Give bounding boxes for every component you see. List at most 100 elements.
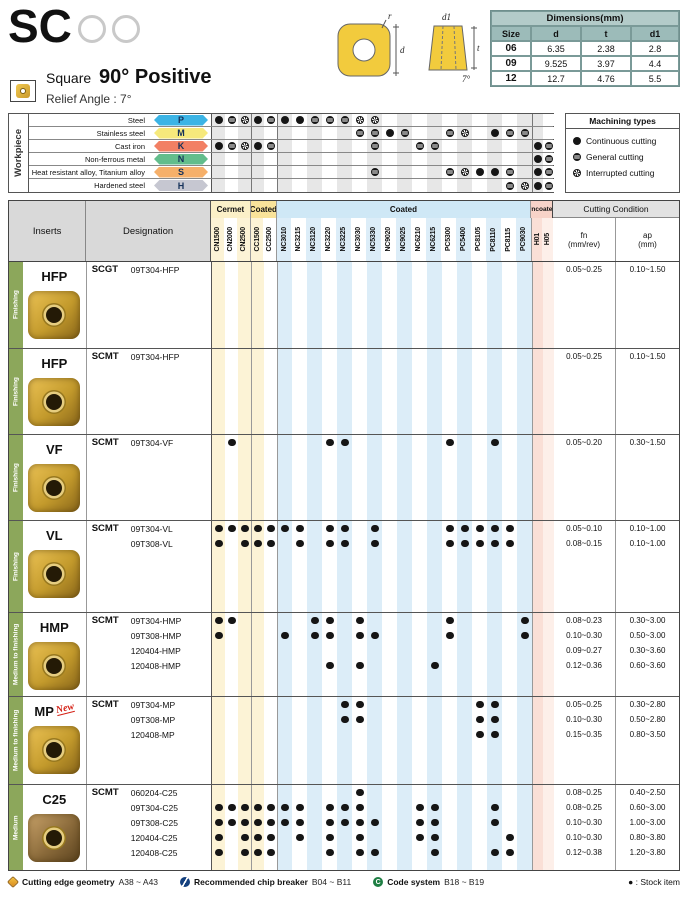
grade-cell-NC6210: [412, 127, 427, 139]
dims-value: 06: [491, 41, 531, 56]
workpiece-row-N: Non-ferrous metal N: [29, 153, 554, 166]
grade-cell-NC3030: [352, 435, 368, 520]
workpiece-material-label: Stainless steel: [96, 128, 145, 138]
grade-cell-NC6210: [412, 697, 428, 784]
stock-dot: [326, 848, 334, 857]
insert-side-view-drawing: t d1 7°: [428, 12, 480, 84]
grade-cell-H01: [532, 140, 543, 152]
grade-cell-CC1500: [251, 127, 264, 139]
dims-header-d: d: [531, 26, 581, 41]
grade-cell-H01: [532, 166, 543, 178]
chipbreaker-name: MP: [34, 704, 54, 719]
stock-dot: [341, 803, 349, 812]
grade-cell-CN1500: CN1500: [211, 217, 224, 261]
grade-cell-PC9030: [517, 127, 532, 139]
grade-cell-CN1500: [212, 153, 225, 165]
grade-cell-NC6215: [427, 435, 443, 520]
grade-cell-PC5400: PC5400: [456, 217, 471, 261]
grade-cell-H01: [532, 262, 544, 348]
grade-label-NC3030: NC3030: [355, 227, 362, 252]
stock-dot-row: [212, 536, 552, 551]
insert-size: 09T308-MP: [130, 714, 176, 725]
grade-cell-H01: [532, 613, 544, 696]
grade-cell-H05: [543, 179, 554, 192]
insert-block-mp-scmt: Medium to finishing MP New SCMT 09T304-MP 09T…: [9, 696, 679, 784]
insert-shape-box: [10, 80, 36, 102]
grade-cell-NC3220: [322, 179, 337, 192]
stock-dot-row: [212, 658, 552, 673]
workpiece-material-label: Cast iron: [114, 141, 145, 151]
designation-column-header: Designation: [86, 201, 211, 261]
grade-cell-CC2500: [264, 262, 278, 348]
grade-cell-NC3225: NC3225: [336, 217, 351, 261]
grade-cell-NC3030: NC3030: [351, 217, 366, 261]
grade-cell-NC6215: [427, 140, 442, 152]
footer-ref-pages: A38 ~ A43: [118, 877, 159, 887]
general-cutting-symbol: [266, 142, 275, 150]
insert-series: SCMT: [91, 787, 119, 798]
workpiece-grade-grid: [211, 179, 554, 192]
grade-cell-CC2500: [264, 127, 277, 139]
grade-cell-NC9020: [382, 435, 398, 520]
grade-cell-CN2500: [238, 262, 252, 348]
fn-value: 0.10~0.30: [566, 818, 602, 827]
grade-cell-CC2500: [264, 613, 278, 696]
grade-cell-PC5400: [457, 166, 472, 178]
grade-cell-NC9025: [397, 349, 413, 434]
stock-dot: [326, 616, 334, 625]
dims-value: 4.4: [631, 56, 679, 71]
grade-cell-NC3220: NC3220: [321, 217, 336, 261]
dims-value: 12.7: [531, 71, 581, 86]
stock-dot: [476, 700, 484, 709]
grade-cell-NC6215: [427, 153, 442, 165]
insert-cell: VL: [23, 521, 87, 612]
grade-cell-NC3220: [322, 697, 338, 784]
fn-value-column: 0.05~0.25 0.10~0.30 0.15~0.35: [553, 697, 617, 784]
continuous-cutting-symbol: [490, 129, 499, 137]
continuous-cutting-symbol: [534, 168, 542, 176]
fn-value: 0.08~0.25: [566, 803, 602, 812]
insert-size: 09T304-C25: [130, 802, 178, 813]
grade-cell-NC3010: [277, 349, 293, 434]
stock-dot: [326, 539, 334, 548]
dims-value: 4.76: [581, 71, 631, 86]
grade-cell-NC6210: [412, 153, 427, 165]
grade-cell-NC3030: [352, 127, 367, 139]
grade-cell-H05: [543, 349, 555, 434]
application-range-bar: Finishing: [9, 435, 23, 520]
grade-cell-NC5330: NC5330: [366, 217, 381, 261]
grade-cell-NC3120: [307, 140, 322, 152]
stock-dot: [267, 848, 275, 857]
grade-cell-CN2500: [238, 179, 251, 192]
grade-cell-PC8110: [487, 127, 502, 139]
stock-dot-row: [212, 613, 552, 628]
dims-value: 3.97: [581, 56, 631, 71]
grade-cell-H01: [532, 179, 543, 192]
dims-row: 09 9.525 3.97 4.4: [491, 56, 679, 71]
grade-cell-NC3215: [292, 166, 307, 178]
grade-cell-CN2500: [238, 140, 251, 152]
grade-cell-CC2500: [264, 140, 277, 152]
insert-size: 09T304-HFP: [130, 264, 180, 275]
grade-cell-H01: [532, 521, 544, 612]
legend-item: General cutting: [573, 152, 672, 162]
grade-cell-NC9020: [382, 127, 397, 139]
general-cutting-symbol: [505, 181, 514, 190]
workpiece-grade-grid: [211, 114, 554, 126]
grade-cell-NC9020: [382, 114, 397, 126]
grade-cell-NC3010: [277, 153, 292, 165]
grade-label-NC3010: NC3010: [280, 227, 288, 252]
grade-cell-PC5300: [442, 349, 458, 434]
application-range-label: Finishing: [12, 463, 20, 492]
insert-top-view-drawing: d r: [337, 11, 405, 77]
grade-cell-CN2000: CN2000: [224, 217, 237, 261]
grade-cell-NC9025: [397, 127, 412, 139]
grade-cell-NC3215: NC3215: [291, 217, 306, 261]
stock-dot: [267, 833, 275, 842]
grade-cell-PC8105: [472, 435, 488, 520]
workpiece-table: Workpiece Steel P Stainless steel M Cast iro…: [8, 113, 554, 193]
insert-photo: [28, 378, 81, 426]
grade-cell-H05: [543, 785, 555, 870]
continuous-cutting-symbol: [385, 129, 394, 137]
